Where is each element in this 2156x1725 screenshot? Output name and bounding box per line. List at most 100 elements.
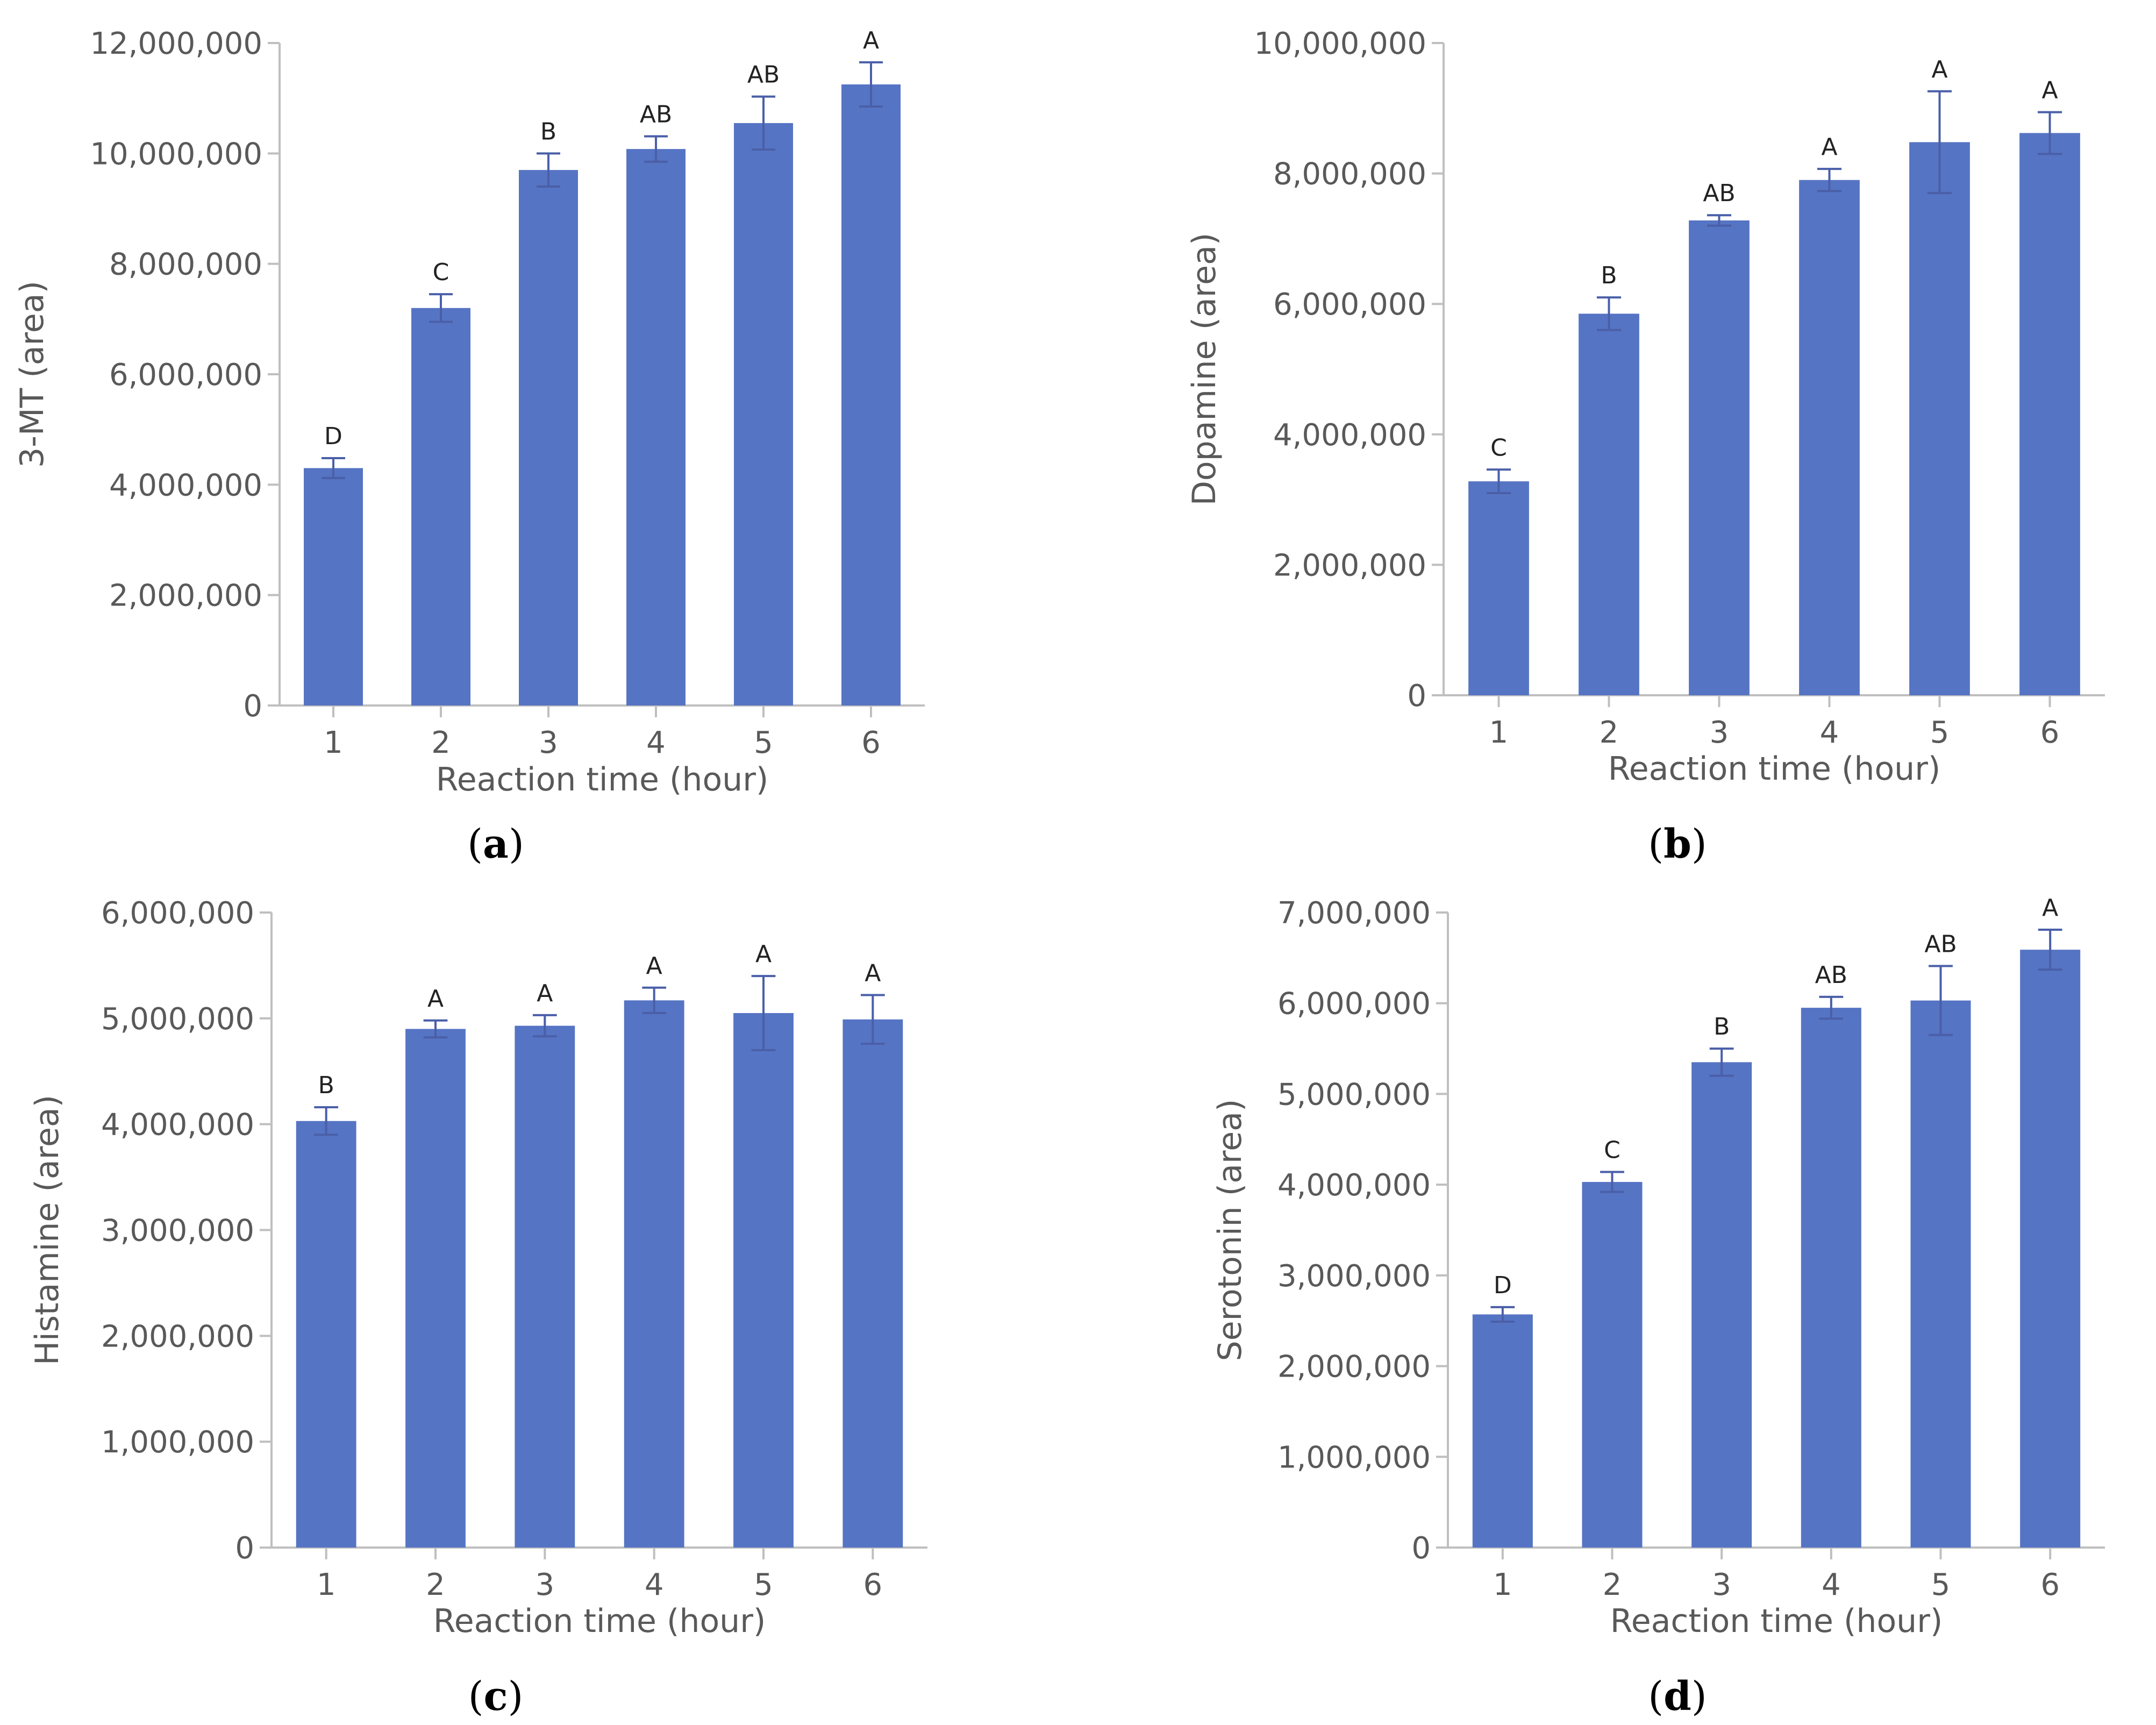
x-tick-label: 1 [324, 725, 343, 760]
significance-letter: AB [747, 61, 780, 89]
x-tick-label: 2 [1603, 1567, 1622, 1602]
bar-4 [1799, 180, 1860, 696]
y-axis-title: Histamine (area) [28, 1095, 66, 1365]
x-tick-label: 1 [1493, 1567, 1512, 1602]
bar-1 [1472, 1314, 1533, 1548]
x-axis-title: Reaction time (hour) [1608, 750, 1941, 788]
bar-3 [515, 1025, 575, 1548]
significance-letter: A [537, 980, 553, 1007]
significance-letter: B [1601, 262, 1617, 289]
caption-close-paren: ) [508, 1673, 524, 1720]
bar-4 [626, 149, 686, 705]
significance-letter: A [863, 27, 879, 54]
y-tick-label: 10,000,000 [90, 137, 262, 172]
x-tick-label: 3 [536, 1567, 555, 1602]
x-tick-label: 5 [754, 1567, 773, 1602]
bar-5 [1909, 142, 1970, 696]
y-tick-label: 6,000,000 [1273, 287, 1426, 322]
y-tick-label: 2,000,000 [1277, 1350, 1431, 1385]
x-tick-label: 6 [863, 1567, 883, 1602]
y-tick-label: 0 [243, 689, 262, 724]
y-tick-label: 0 [1411, 1531, 1431, 1566]
y-tick-label: 4,000,000 [109, 468, 262, 503]
bar-5 [734, 123, 793, 705]
y-tick-label: 3,000,000 [101, 1214, 254, 1249]
y-tick-label: 3,000,000 [1277, 1259, 1431, 1294]
y-axis-title: Dopamine (area) [1186, 233, 1223, 506]
significance-letter: A [865, 960, 881, 987]
y-tick-label: 0 [235, 1531, 254, 1566]
bar-4 [1801, 1008, 1861, 1548]
y-axis-title: 3-MT (area) [13, 281, 51, 468]
significance-letter: A [755, 940, 772, 968]
bar-6 [843, 1019, 903, 1548]
bar-4 [624, 1000, 684, 1548]
x-tick-label: 3 [1712, 1567, 1731, 1602]
bar-1 [304, 468, 363, 705]
x-tick-label: 2 [426, 1567, 445, 1602]
x-tick-label: 6 [861, 725, 881, 760]
y-tick-label: 5,000,000 [101, 1002, 254, 1037]
bar-5 [733, 1013, 794, 1548]
x-tick-label: 3 [539, 725, 558, 760]
panel-caption: (c) [468, 1673, 524, 1720]
x-tick-label: 5 [754, 725, 773, 760]
bar-2 [405, 1029, 466, 1548]
bar-6 [841, 84, 901, 705]
bar-5 [1910, 1000, 1971, 1548]
y-tick-label: 8,000,000 [1273, 157, 1426, 192]
significance-letter: D [324, 423, 342, 450]
bar-2 [411, 308, 470, 705]
x-tick-label: 4 [1820, 715, 1839, 750]
bar-1 [296, 1121, 356, 1548]
significance-letter: AB [1924, 931, 1957, 958]
caption-open-paren: ( [467, 821, 483, 867]
y-tick-label: 5,000,000 [1277, 1077, 1431, 1112]
caption-close-paren: ) [509, 821, 524, 867]
x-tick-label: 4 [646, 725, 666, 760]
panel-caption: (b) [1648, 821, 1707, 867]
x-tick-label: 3 [1710, 715, 1729, 750]
x-axis-title: Reaction time (hour) [436, 761, 769, 799]
significance-letter: A [646, 952, 662, 980]
panel-label: b [1664, 821, 1691, 867]
panel-label: c [483, 1673, 508, 1720]
significance-letter: A [2042, 894, 2058, 922]
panel-a: 0 2,000,000 4,000,000 6,000,000 8,000,000 10,… [13, 26, 925, 867]
y-tick-label: 6,000,000 [1277, 987, 1431, 1022]
y-axis-title: Serotonin (area) [1211, 1099, 1249, 1362]
significance-letter: C [1490, 434, 1507, 461]
panel-caption: (a) [467, 821, 524, 867]
y-tick-label: 6,000,000 [109, 358, 262, 393]
y-tick-label: 12,000,000 [90, 26, 262, 61]
significance-letter: A [2041, 77, 2058, 104]
significance-letter: C [1604, 1137, 1620, 1164]
significance-letter: AB [1703, 180, 1735, 207]
y-tick-label: 4,000,000 [101, 1108, 254, 1143]
x-tick-label: 4 [1822, 1567, 1841, 1602]
y-tick-label: 1,000,000 [1277, 1440, 1431, 1475]
x-tick-label: 2 [431, 725, 451, 760]
y-tick-label: 2,000,000 [1273, 548, 1426, 583]
x-tick-label: 4 [645, 1567, 664, 1602]
significance-letter: A [427, 985, 444, 1013]
caption-open-paren: ( [1648, 1673, 1664, 1720]
panel-d: 0 1,000,000 2,000,000 3,000,000 4,000,000 5,0… [1211, 894, 2105, 1720]
bar-3 [519, 170, 578, 706]
bar-3 [1689, 220, 1750, 695]
panel-caption: (d) [1648, 1673, 1707, 1720]
x-tick-label: 6 [2040, 715, 2060, 750]
x-axis-title: Reaction time (hour) [1610, 1602, 1943, 1640]
bar-6 [2020, 950, 2081, 1548]
bar-6 [2019, 133, 2080, 695]
x-tick-label: 2 [1600, 715, 1619, 750]
x-tick-label: 5 [1931, 1567, 1951, 1602]
significance-letter: D [1494, 1272, 1512, 1299]
panel-label: a [483, 821, 509, 867]
caption-open-paren: ( [1648, 821, 1664, 867]
x-tick-label: 6 [2040, 1567, 2060, 1602]
y-tick-label: 4,000,000 [1277, 1168, 1431, 1203]
y-tick-label: 8,000,000 [109, 247, 262, 282]
bar-2 [1579, 313, 1639, 695]
